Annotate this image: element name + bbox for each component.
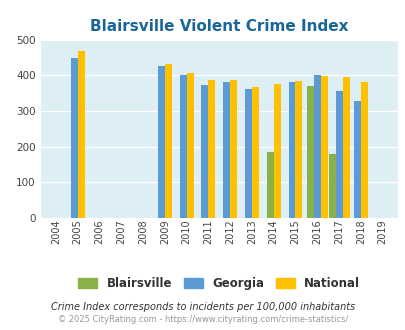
- Bar: [223, 82, 230, 218]
- Bar: [230, 80, 237, 218]
- Bar: [353, 101, 360, 218]
- Bar: [266, 152, 273, 218]
- Bar: [328, 154, 335, 218]
- Bar: [164, 64, 171, 218]
- Text: © 2025 CityRating.com - https://www.cityrating.com/crime-statistics/: © 2025 CityRating.com - https://www.city…: [58, 315, 347, 324]
- Bar: [158, 66, 164, 218]
- Bar: [335, 90, 342, 218]
- Bar: [360, 82, 367, 218]
- Title: Blairsville Violent Crime Index: Blairsville Violent Crime Index: [90, 19, 347, 34]
- Text: Crime Index corresponds to incidents per 100,000 inhabitants: Crime Index corresponds to incidents per…: [51, 302, 354, 312]
- Bar: [313, 75, 320, 218]
- Bar: [77, 50, 84, 218]
- Bar: [251, 87, 258, 218]
- Bar: [208, 80, 215, 218]
- Bar: [273, 84, 280, 218]
- Bar: [306, 86, 313, 218]
- Bar: [186, 74, 193, 218]
- Bar: [201, 85, 208, 218]
- Bar: [179, 75, 186, 218]
- Bar: [70, 58, 77, 218]
- Bar: [244, 89, 251, 218]
- Bar: [295, 81, 302, 218]
- Bar: [342, 77, 349, 218]
- Legend: Blairsville, Georgia, National: Blairsville, Georgia, National: [78, 277, 359, 290]
- Bar: [288, 82, 295, 218]
- Bar: [320, 76, 327, 218]
